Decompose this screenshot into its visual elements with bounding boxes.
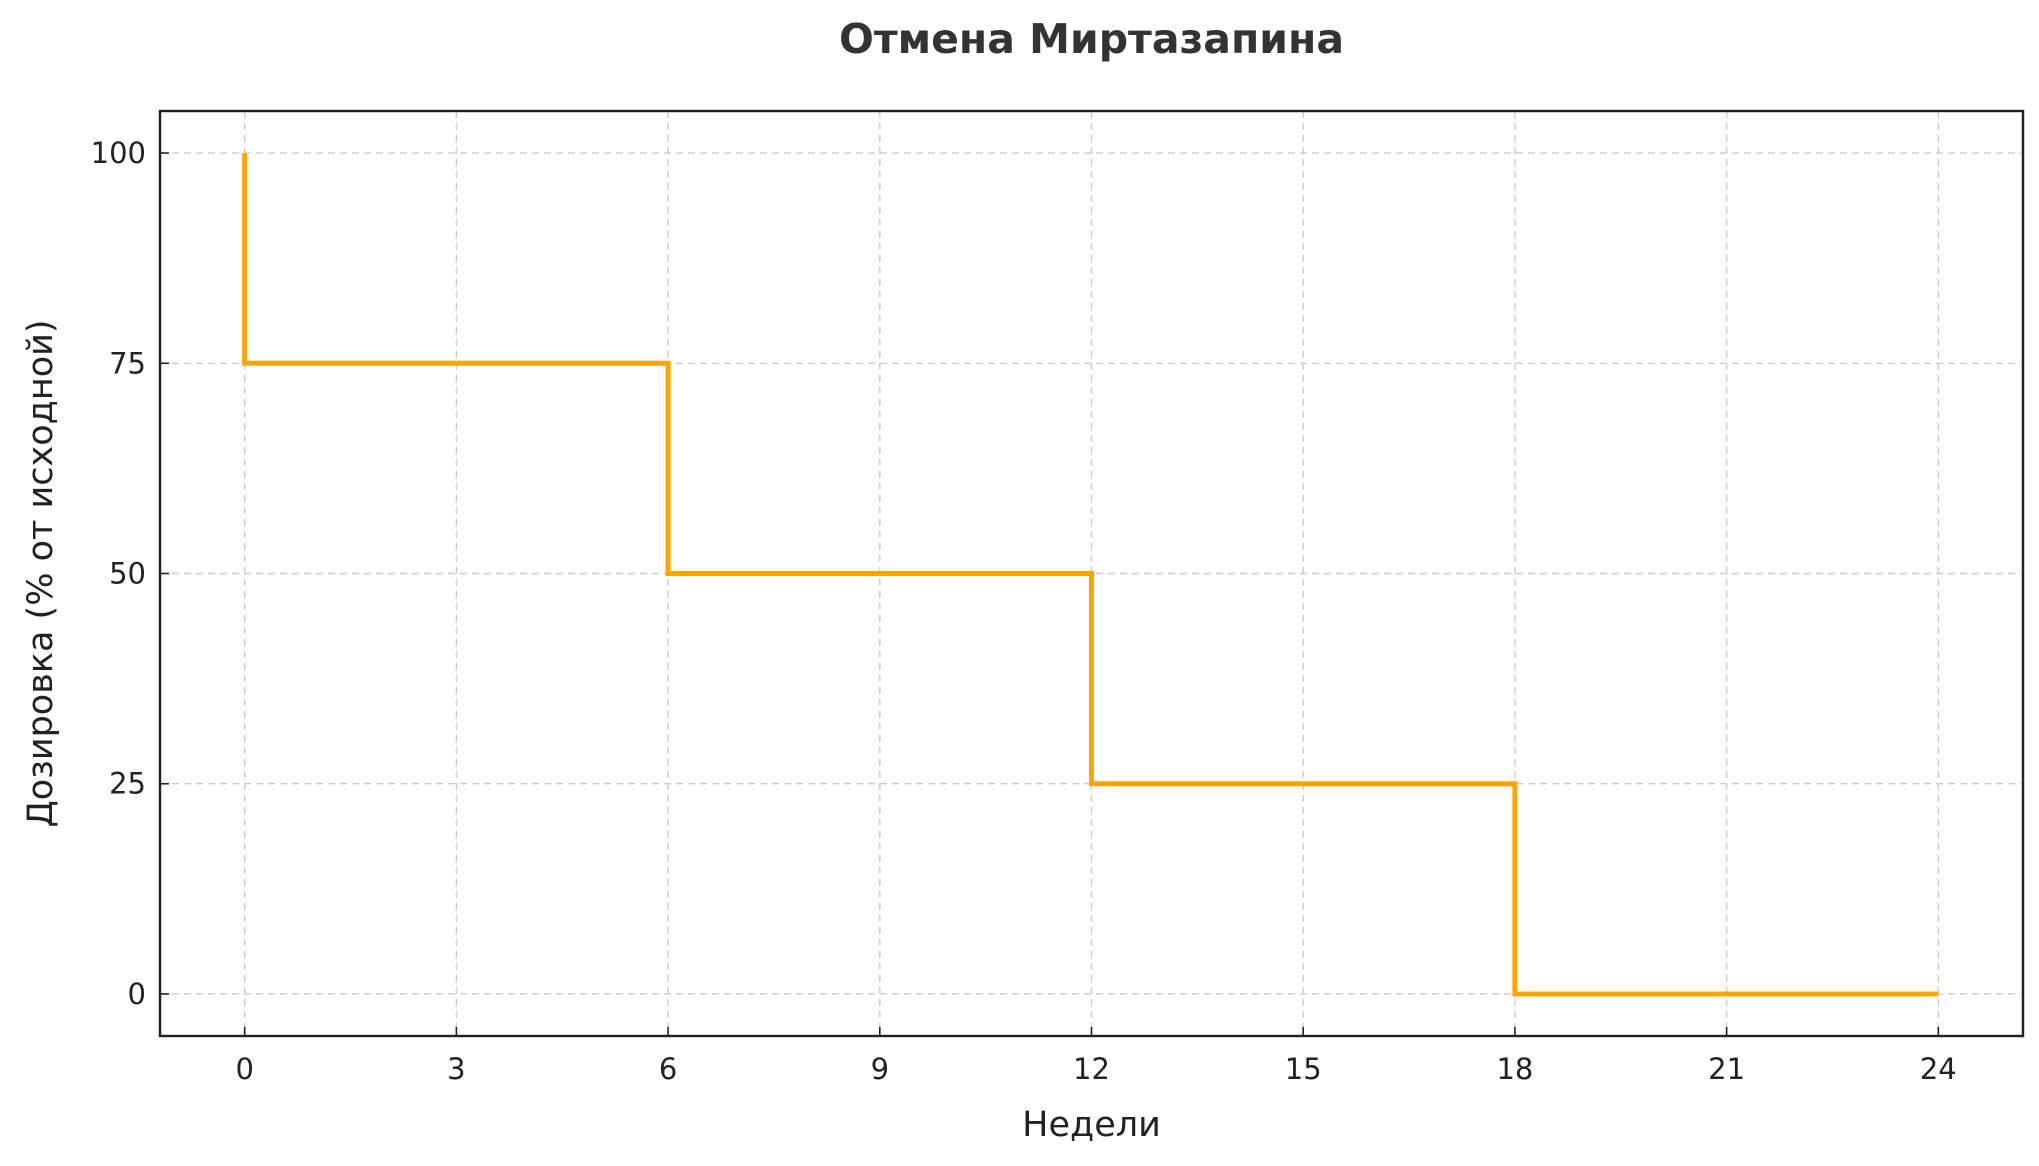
- x-tick-label: 9: [871, 1052, 889, 1086]
- y-tick-label: 0: [128, 977, 146, 1011]
- x-tick-label: 12: [1073, 1052, 1110, 1086]
- tick-layer: 0 3 6 9 12 15 18 21 24 0 25 50 75 100: [91, 136, 1957, 1086]
- x-tick-label: 15: [1285, 1052, 1322, 1086]
- dose-step-line: [242, 153, 1939, 997]
- y-axis-label: Дозировка (% от исходной): [21, 319, 61, 827]
- y-tick-label: 100: [91, 136, 146, 170]
- y-tick-label: 75: [109, 346, 146, 380]
- y-tick-label: 25: [109, 767, 146, 801]
- x-tick-label: 24: [1920, 1052, 1957, 1086]
- x-tick-label: 18: [1496, 1052, 1533, 1086]
- x-tick-label: 6: [659, 1052, 677, 1086]
- chart-title: Отмена Миртазапина: [839, 15, 1344, 63]
- x-tick-label: 21: [1708, 1052, 1745, 1086]
- y-tick-label: 50: [109, 557, 146, 591]
- x-tick-label: 0: [235, 1052, 253, 1086]
- series-layer: [242, 153, 1939, 997]
- x-axis-label: Недели: [1022, 1105, 1161, 1145]
- x-tick-label: 3: [447, 1052, 465, 1086]
